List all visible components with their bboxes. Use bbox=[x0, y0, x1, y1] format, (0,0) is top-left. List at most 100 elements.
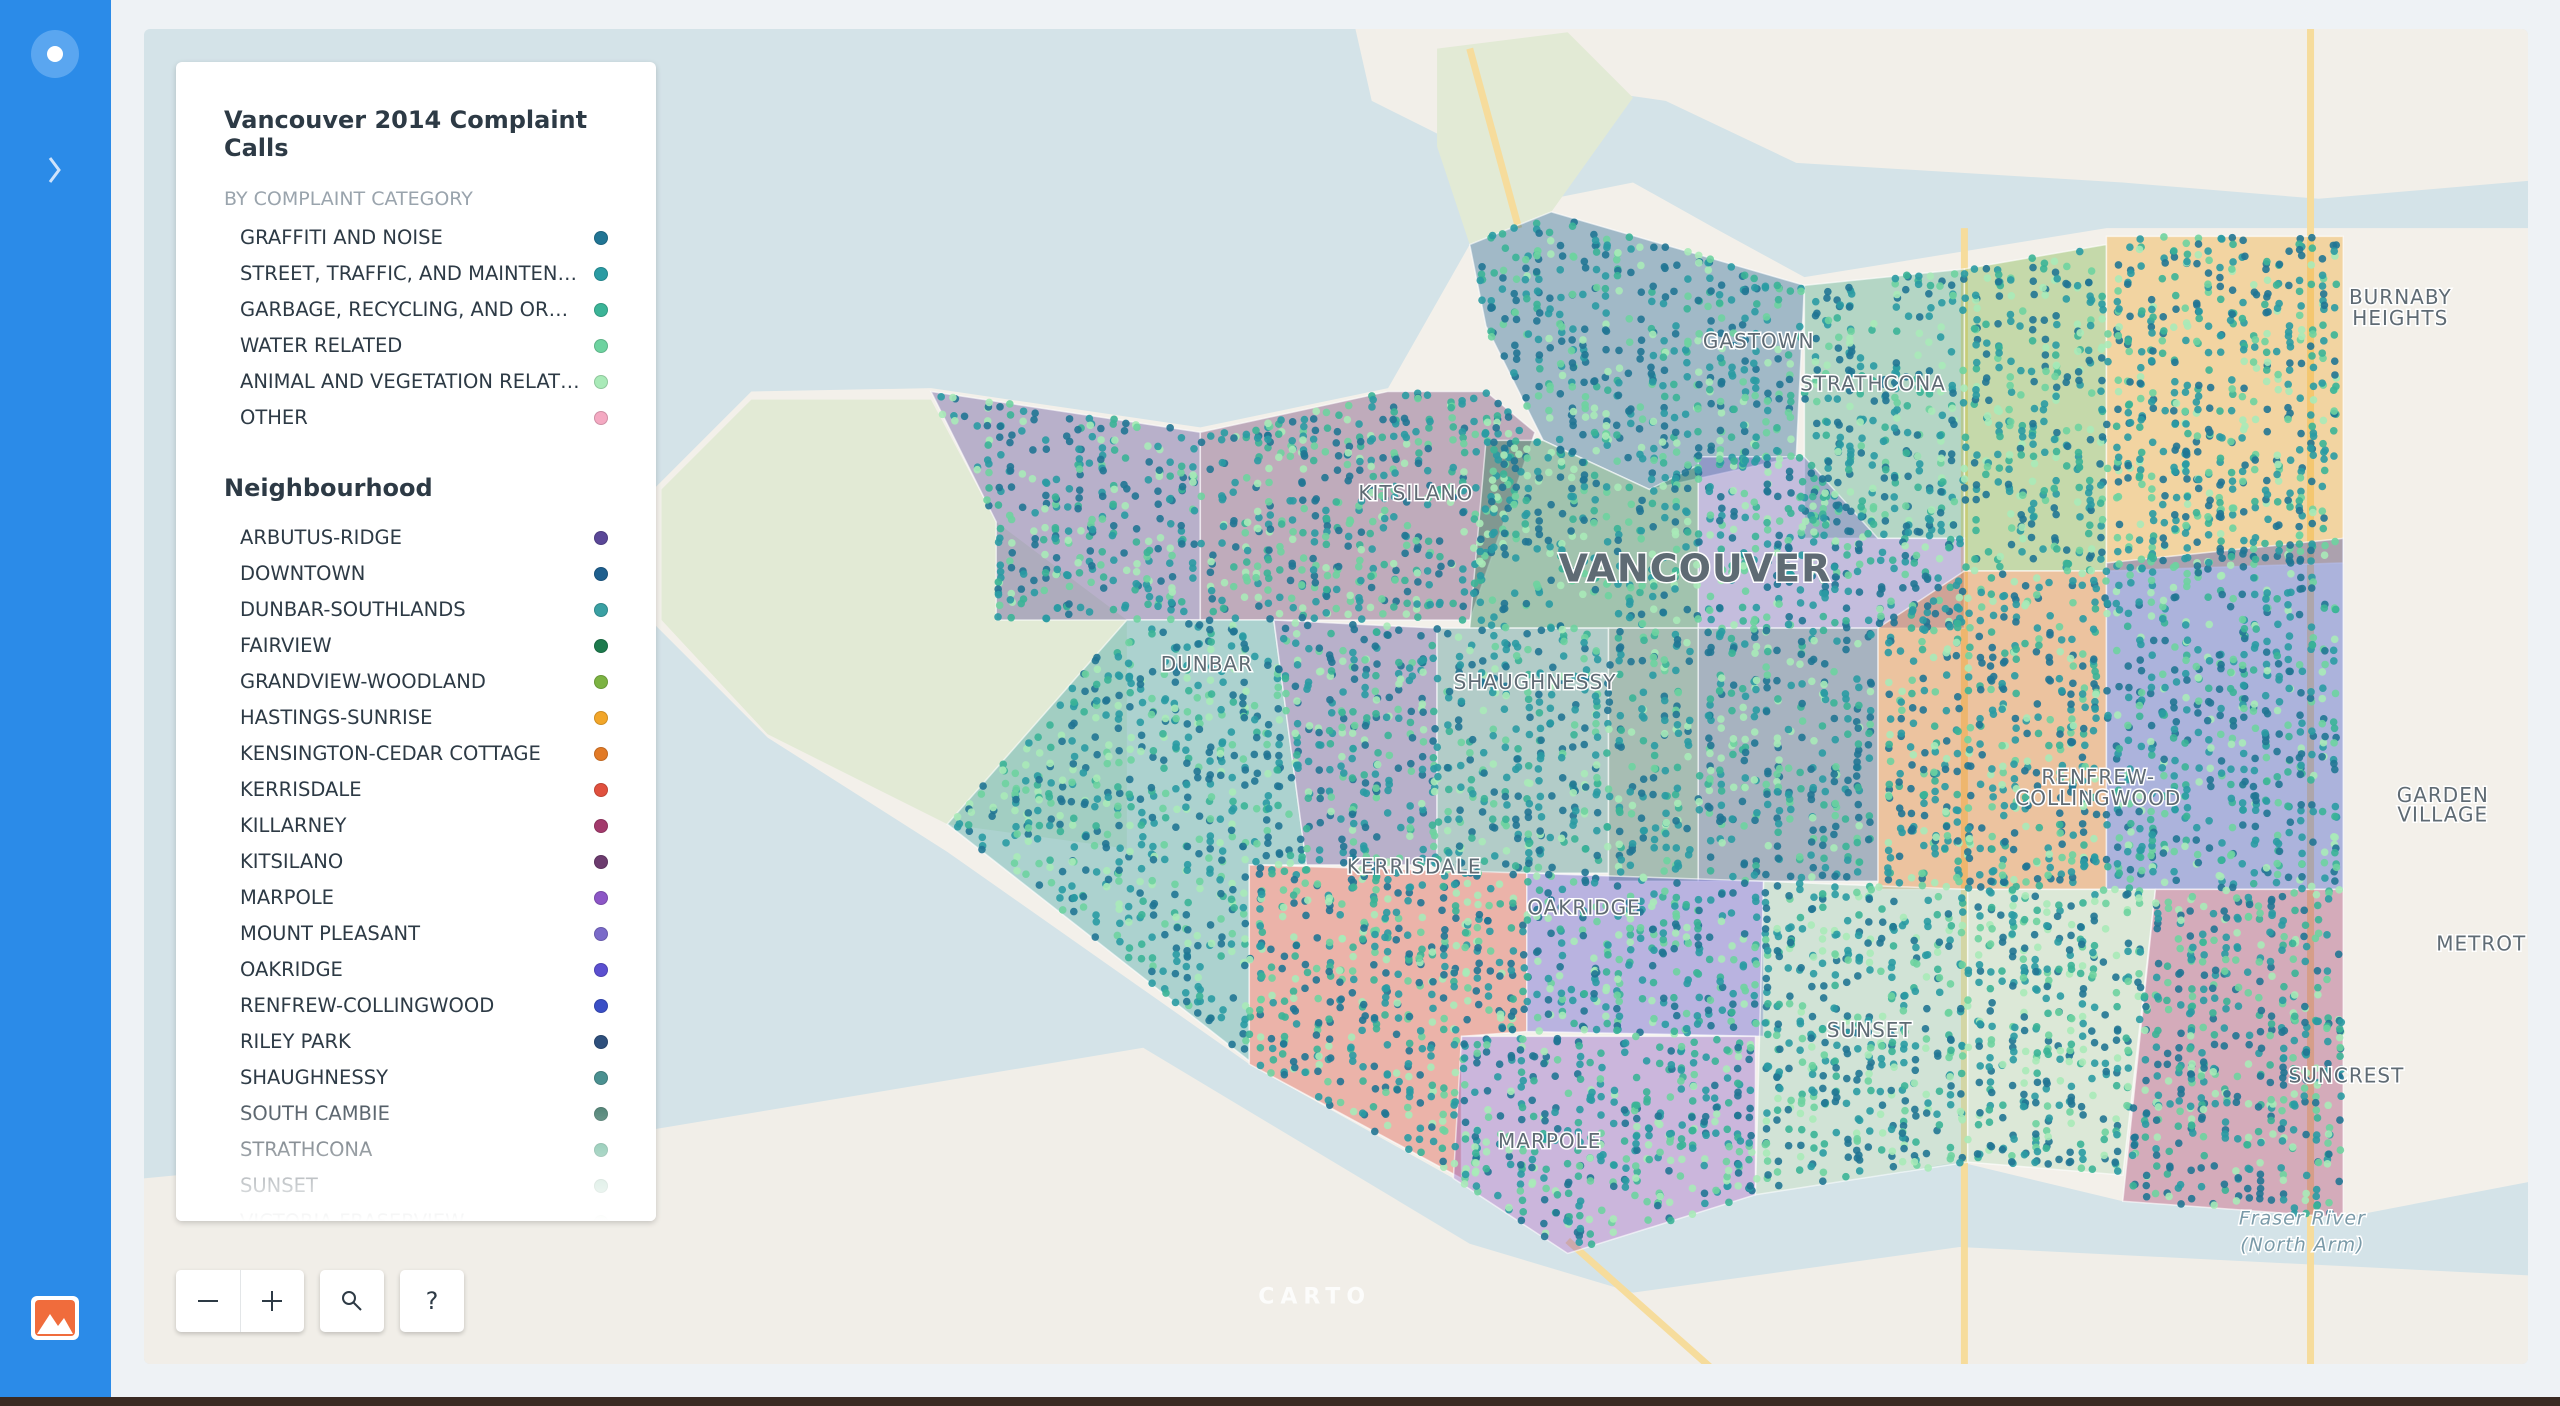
complaint-point bbox=[2171, 525, 2179, 533]
complaint-point bbox=[1612, 255, 1621, 264]
complaint-point bbox=[1978, 659, 1986, 667]
complaint-point bbox=[1545, 228, 1554, 237]
complaint-point bbox=[1523, 454, 1532, 462]
complaint-point bbox=[1144, 476, 1153, 484]
complaint-point bbox=[1488, 231, 1497, 240]
complaint-point bbox=[2238, 661, 2247, 670]
complaint-point bbox=[1228, 740, 1237, 749]
complaint-point bbox=[1523, 471, 1532, 480]
complaint-point bbox=[2124, 545, 2133, 554]
complaint-point bbox=[1315, 740, 1323, 749]
complaint-point bbox=[2183, 544, 2192, 552]
complaint-point bbox=[2275, 730, 2284, 738]
complaint-point bbox=[1906, 743, 1915, 751]
complaint-point bbox=[2216, 407, 2224, 415]
complaint-point bbox=[1469, 544, 1478, 552]
complaint-point bbox=[2091, 598, 2099, 607]
complaint-point bbox=[2171, 561, 2180, 570]
complaint-point bbox=[1650, 444, 1658, 453]
complaint-point bbox=[1635, 425, 1644, 433]
complaint-point bbox=[2069, 577, 2077, 585]
complaint-point bbox=[1648, 469, 1657, 477]
complaint-point bbox=[1982, 264, 1991, 273]
complaint-point bbox=[1846, 457, 1855, 466]
complaint-point bbox=[1424, 537, 1433, 546]
complaint-point bbox=[2017, 366, 2025, 375]
complaint-point bbox=[2053, 274, 2062, 283]
complaint-point bbox=[1064, 527, 1073, 535]
complaint-point bbox=[1649, 351, 1658, 360]
complaint-point bbox=[1535, 229, 1543, 237]
complaint-point bbox=[1614, 536, 1623, 545]
complaint-point bbox=[1030, 588, 1039, 597]
complaint-point bbox=[1487, 327, 1495, 336]
complaint-point bbox=[1372, 696, 1381, 704]
complaint-point bbox=[2097, 533, 2105, 542]
complaint-point bbox=[1056, 820, 1064, 829]
complaint-point bbox=[2261, 539, 2269, 548]
complaint-point bbox=[1415, 449, 1423, 457]
complaint-point bbox=[1041, 436, 1050, 444]
complaint-point bbox=[1547, 500, 1555, 509]
complaint-point bbox=[1895, 778, 1903, 786]
complaint-point bbox=[1429, 842, 1438, 851]
complaint-point bbox=[2318, 752, 2326, 761]
complaint-point bbox=[1948, 404, 1957, 413]
complaint-point bbox=[1903, 401, 1912, 410]
complaint-point bbox=[1460, 527, 1468, 536]
complaint-point bbox=[1371, 687, 1380, 696]
complaint-point bbox=[1831, 537, 1840, 545]
complaint-point bbox=[1490, 852, 1499, 860]
complaint-point bbox=[984, 441, 993, 449]
complaint-point bbox=[2241, 461, 2249, 469]
complaint-point bbox=[1984, 418, 1993, 426]
complaint-point bbox=[1671, 485, 1679, 493]
complaint-point bbox=[1555, 435, 1564, 444]
complaint-point bbox=[2286, 613, 2294, 621]
complaint-point bbox=[2086, 496, 2094, 505]
map[interactable]: VANCOUVER KITSILANO DUNBAR SHAUGHNESSY KERRI… bbox=[144, 29, 2528, 1364]
complaint-point bbox=[2330, 635, 2339, 644]
complaint-point bbox=[1264, 730, 1272, 738]
complaint-point bbox=[1040, 586, 1049, 595]
complaint-point bbox=[1115, 858, 1123, 866]
complaint-point bbox=[1299, 465, 1308, 473]
complaint-point bbox=[2137, 415, 2146, 424]
complaint-point bbox=[983, 496, 991, 504]
complaint-point bbox=[2032, 857, 2041, 866]
complaint-point bbox=[1915, 460, 1924, 468]
complaint-point bbox=[1994, 319, 2002, 328]
complaint-point bbox=[1581, 392, 1590, 401]
complaint-point bbox=[2284, 496, 2292, 505]
complaint-point bbox=[1833, 314, 1842, 322]
complaint-point bbox=[1104, 875, 1113, 884]
complaint-point bbox=[1209, 607, 1218, 616]
complaint-point bbox=[1998, 781, 2006, 789]
expand-icon[interactable] bbox=[48, 157, 61, 183]
complaint-point bbox=[1180, 607, 1188, 616]
complaint-point bbox=[1844, 377, 1853, 385]
complaint-point bbox=[2226, 602, 2235, 611]
complaint-point bbox=[1344, 449, 1353, 457]
complaint-point bbox=[1717, 314, 1726, 322]
complaint-point bbox=[1858, 497, 1867, 505]
complaint-point bbox=[1434, 772, 1442, 781]
complaint-point bbox=[1380, 514, 1389, 523]
complaint-point bbox=[1488, 476, 1497, 484]
map-canvas[interactable]: VANCOUVERKITSILANODUNBARSHAUGHNESSYKERRI… bbox=[144, 29, 2528, 1364]
complaint-point bbox=[1031, 540, 1039, 549]
complaint-point bbox=[2240, 650, 2248, 659]
complaint-point bbox=[1250, 701, 1259, 710]
complaint-point bbox=[2044, 871, 2052, 880]
complaint-point bbox=[2067, 737, 2075, 746]
complaint-point bbox=[1165, 495, 1174, 504]
complaint-point bbox=[1115, 746, 1123, 755]
complaint-point bbox=[2104, 862, 2112, 871]
complaint-point bbox=[2216, 273, 2224, 282]
complaint-point bbox=[1914, 280, 1923, 289]
complaint-point bbox=[1931, 795, 1940, 804]
complaint-point bbox=[1402, 418, 1410, 427]
complaint-point bbox=[1831, 618, 1839, 627]
complaint-point bbox=[1887, 597, 1895, 606]
complaint-point bbox=[2055, 820, 2064, 829]
